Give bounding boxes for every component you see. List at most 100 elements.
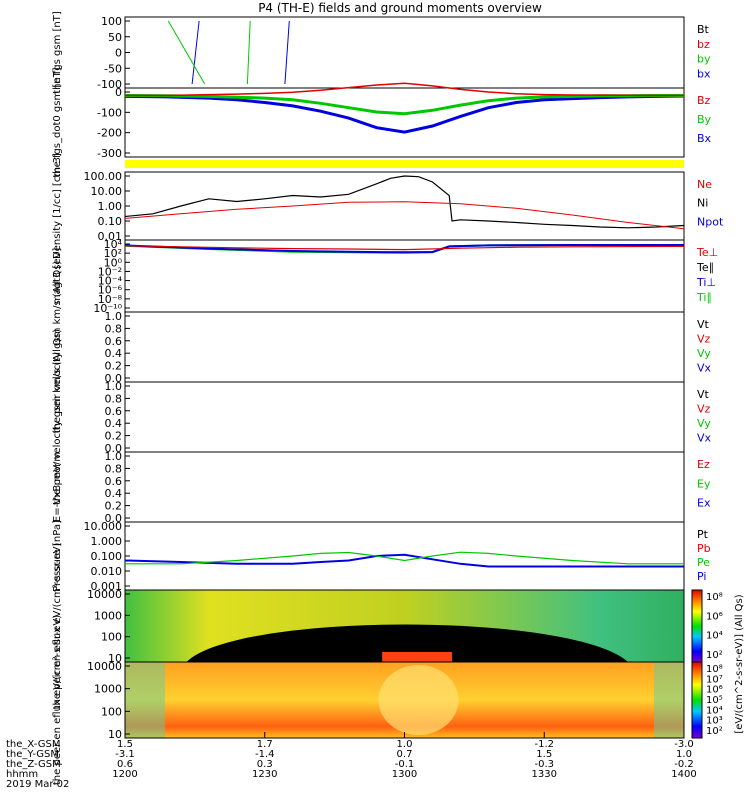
legend-entry: Pt — [697, 528, 709, 541]
ephemeris-value: 1.0 — [397, 739, 413, 750]
ephemeris-value: 1200 — [112, 769, 137, 780]
ephemeris-value: -0.2 — [674, 759, 694, 770]
y-tick-label: 10² — [104, 247, 122, 260]
legend-entry: Ne — [697, 178, 712, 191]
legend-entry: Npot — [697, 215, 724, 228]
y-tick-label: 10 — [108, 728, 122, 741]
y-tick-label: 0.4 — [105, 487, 123, 500]
y-tick-label: 0.010 — [91, 565, 123, 578]
y-tick-label: 1.0 — [105, 380, 123, 393]
series-by — [246, 20, 251, 85]
spectrogram-peer-core — [378, 665, 459, 735]
y-tick-label: 100 — [101, 631, 122, 644]
y-tick-label: 0.4 — [105, 417, 123, 430]
series-by — [167, 20, 206, 85]
panel-ylabel: the peir en eflux eV/(cm²-s-sr-eV) — [52, 542, 63, 709]
spectrogram-peer-edge — [654, 662, 684, 738]
series-Pe — [125, 551, 684, 565]
legend-entry: Vx — [697, 432, 712, 445]
legend-entry: By — [697, 113, 712, 126]
series-Ni — [124, 175, 685, 229]
legend-entry: Vx — [697, 362, 712, 375]
y-tick-label: -100 — [97, 106, 122, 119]
series-Ti-perp — [124, 244, 684, 254]
y-tick-label: 0.2 — [105, 430, 123, 443]
y-tick-label: 100 — [101, 705, 122, 718]
y-tick-label: 50 — [108, 31, 122, 44]
legend-entry: Te⊥ — [696, 246, 718, 259]
y-tick-label: 0 — [115, 86, 122, 99]
panel-frame — [124, 171, 685, 241]
colorbar-tick: 10⁴ — [706, 631, 723, 642]
legend-entry: Bt — [697, 23, 710, 36]
legend-entry: Ti⊥ — [696, 276, 716, 289]
y-tick-label: 10.000 — [84, 520, 123, 533]
y-tick-label: 0.0 — [105, 512, 123, 525]
date-label: 2019 Mar 02 — [6, 779, 69, 790]
ephemeris-value: 1400 — [671, 769, 696, 780]
colorbar-tick: 10² — [706, 726, 723, 737]
colorbar — [691, 589, 703, 663]
panel-frame — [124, 311, 685, 383]
series-Bz — [125, 82, 684, 97]
y-tick-label: 1.00 — [98, 200, 123, 213]
y-tick-label: 10⁻⁶ — [98, 284, 123, 297]
ephemeris-value: -3.0 — [674, 739, 694, 750]
legend-entry: Bx — [697, 132, 712, 145]
y-tick-label: 10⁻⁴ — [98, 275, 123, 288]
colorbar-tick: 10³ — [706, 716, 723, 727]
y-tick-label: 10⁻¹⁰ — [93, 302, 122, 315]
panel-ylabel: magt3 [eV] — [52, 248, 63, 305]
ephemeris-value: 1330 — [532, 769, 557, 780]
legend-entry: Vz — [697, 403, 711, 416]
panel-ylabel: Pressure [nPa] — [52, 520, 63, 592]
legend-entry: bx — [697, 67, 711, 80]
ephemeris-value: 0.6 — [117, 759, 133, 770]
series-Pi — [124, 553, 684, 568]
y-tick-label: 10000 — [87, 660, 122, 673]
legend-entry: Pe — [697, 556, 710, 569]
y-tick-label: 0.100 — [91, 550, 123, 563]
ephemeris-value: 0.3 — [257, 759, 273, 770]
legend-entry: by — [697, 53, 711, 66]
colorbar-tick: 10² — [706, 650, 723, 661]
panel-frame — [124, 239, 685, 313]
y-tick-label: 1.000 — [91, 535, 123, 548]
ephemeris-value: 1.7 — [257, 739, 273, 750]
panel-frame — [124, 381, 685, 453]
panel-ylabel: the peer en eflux eV/(cm²-s-sr-eV) — [52, 615, 63, 785]
y-tick-label: 0.0 — [105, 372, 123, 385]
y-tick-label: 1.0 — [105, 310, 123, 323]
ephemeris-value: 1.5 — [117, 739, 133, 750]
y-tick-label: 0.6 — [105, 335, 123, 348]
panel-frame — [124, 16, 685, 89]
legend-entry: Vy — [697, 347, 711, 360]
spectrogram-peir-void — [186, 624, 629, 662]
y-tick-label: 0.8 — [105, 322, 123, 335]
legend-entry: Pi — [697, 570, 706, 583]
y-tick-label: 10⁻² — [98, 265, 122, 278]
spectrogram-peer-edge — [125, 662, 165, 738]
legend-entry: Ey — [697, 477, 711, 490]
ephemeris-value: 1.0 — [676, 749, 692, 760]
ephemeris-label: the_Y-GSM — [6, 749, 59, 760]
y-tick-label: 0.8 — [105, 462, 123, 475]
series-bx — [191, 20, 200, 85]
legend-entry: Te∥ — [696, 261, 714, 274]
colorbar-tick: 10⁸ — [706, 592, 723, 603]
colorbar-tick: 10⁵ — [706, 695, 723, 706]
series-Ne — [124, 201, 685, 230]
ephemeris-value: 0.7 — [397, 749, 413, 760]
y-tick-label: 10.00 — [91, 185, 123, 198]
y-tick-label: 0.01 — [98, 230, 123, 243]
legend-entry: Vz — [697, 333, 711, 346]
panel-ylabel: the peer velocity gsm km/s (All Qs) — [52, 329, 63, 505]
colorbar-tick: 10⁸ — [706, 664, 723, 675]
y-tick-label: -200 — [97, 127, 122, 140]
y-tick-label: 10⁰ — [104, 256, 123, 269]
colorbar-tick: 10⁶ — [706, 685, 723, 696]
y-tick-label: 10⁻⁸ — [98, 293, 123, 306]
y-tick-label: -50 — [104, 62, 122, 75]
panel-ylabel: E=-VxB mV/m — [52, 452, 63, 522]
quality-bar — [125, 160, 684, 168]
